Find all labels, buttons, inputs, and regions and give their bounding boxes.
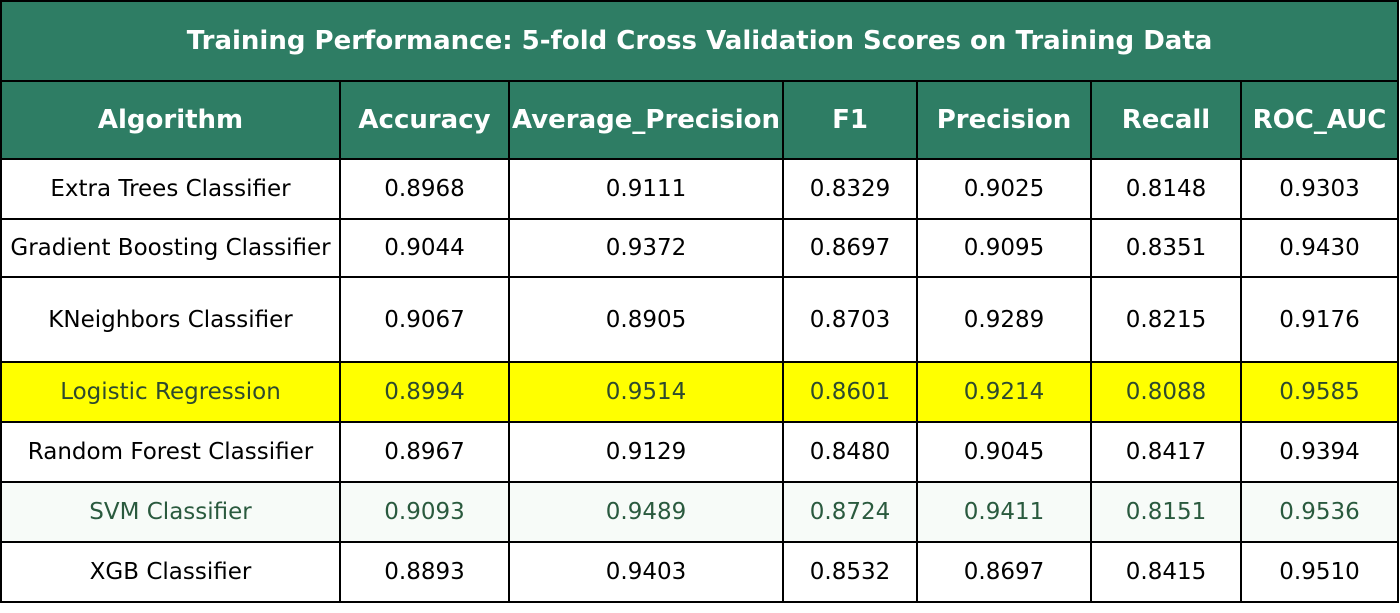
score-cell: 0.9303 — [1239, 158, 1400, 220]
score-cell: 0.9093 — [339, 481, 510, 543]
score-cell: 0.9585 — [1239, 361, 1400, 423]
score-cell: 0.9510 — [1239, 541, 1400, 603]
score-cell: 0.9214 — [916, 361, 1092, 423]
score-cell: 0.8697 — [916, 541, 1092, 603]
score-cell: 0.9430 — [1239, 218, 1400, 278]
score-cell: 0.9489 — [508, 481, 784, 543]
column-header-precision: Precision — [916, 80, 1092, 160]
algorithm-cell: Random Forest Classifier — [0, 421, 341, 483]
algorithm-cell: Extra Trees Classifier — [0, 158, 341, 220]
score-cell: 0.8893 — [339, 541, 510, 603]
score-cell: 0.8601 — [782, 361, 918, 423]
score-cell: 0.9095 — [916, 218, 1092, 278]
column-header-average-precision: Average_Precision — [508, 80, 784, 160]
score-cell: 0.8215 — [1090, 276, 1242, 363]
score-cell: 0.8415 — [1090, 541, 1242, 603]
score-cell: 0.9129 — [508, 421, 784, 483]
score-cell: 0.9111 — [508, 158, 784, 220]
column-header-roc-auc: ROC_AUC — [1239, 80, 1400, 160]
column-header-f1: F1 — [782, 80, 918, 160]
table-body: Extra Trees Classifier 0.8968 0.9111 0.8329… — [0, 158, 1400, 603]
score-cell: 0.9514 — [508, 361, 784, 423]
algorithm-cell: SVM Classifier — [0, 481, 341, 543]
column-header-recall: Recall — [1090, 80, 1242, 160]
score-cell: 0.9403 — [508, 541, 784, 603]
score-cell: 0.9372 — [508, 218, 784, 278]
algorithm-cell: Logistic Regression — [0, 361, 341, 423]
score-cell: 0.8088 — [1090, 361, 1242, 423]
score-cell: 0.8968 — [339, 158, 510, 220]
score-cell: 0.9289 — [916, 276, 1092, 363]
table-row: SVM Classifier 0.9093 0.9489 0.8724 0.9411 0.… — [0, 481, 1400, 543]
table-row: Random Forest Classifier 0.8967 0.9129 0.84… — [0, 421, 1400, 483]
table-row: Extra Trees Classifier 0.8968 0.9111 0.8329… — [0, 158, 1400, 220]
score-cell: 0.9025 — [916, 158, 1092, 220]
score-cell: 0.9536 — [1239, 481, 1400, 543]
score-cell: 0.9394 — [1239, 421, 1400, 483]
score-cell: 0.9044 — [339, 218, 510, 278]
score-cell: 0.8417 — [1090, 421, 1242, 483]
score-cell: 0.8724 — [782, 481, 918, 543]
score-cell: 0.9411 — [916, 481, 1092, 543]
score-cell: 0.8967 — [339, 421, 510, 483]
score-cell: 0.8905 — [508, 276, 784, 363]
score-cell: 0.9045 — [916, 421, 1092, 483]
header-row: Algorithm Accuracy Average_Precision F1 … — [0, 80, 1400, 160]
score-cell: 0.8480 — [782, 421, 918, 483]
table-row: Logistic Regression 0.8994 0.9514 0.8601 0.9… — [0, 361, 1400, 423]
score-cell: 0.8994 — [339, 361, 510, 423]
score-cell: 0.8151 — [1090, 481, 1242, 543]
score-cell: 0.8329 — [782, 158, 918, 220]
score-cell: 0.8697 — [782, 218, 918, 278]
column-header-accuracy: Accuracy — [339, 80, 510, 160]
algorithm-cell: XGB Classifier — [0, 541, 341, 603]
table-row: KNeighbors Classifier 0.9067 0.8905 0.8703 0… — [0, 276, 1400, 363]
algorithm-cell: Gradient Boosting Classifier — [0, 218, 341, 278]
column-header-algorithm: Algorithm — [0, 80, 341, 160]
score-cell: 0.8351 — [1090, 218, 1242, 278]
table-row: XGB Classifier 0.8893 0.9403 0.8532 0.8697 0.… — [0, 541, 1400, 603]
score-cell: 0.9067 — [339, 276, 510, 363]
table-row: Gradient Boosting Classifier 0.9044 0.9372… — [0, 218, 1400, 278]
score-cell: 0.8532 — [782, 541, 918, 603]
score-cell: 0.9176 — [1239, 276, 1400, 363]
algorithm-cell: KNeighbors Classifier — [0, 276, 341, 363]
table-title: Training Performance: 5-fold Cross Valid… — [0, 0, 1400, 82]
score-cell: 0.8703 — [782, 276, 918, 363]
score-cell: 0.8148 — [1090, 158, 1242, 220]
